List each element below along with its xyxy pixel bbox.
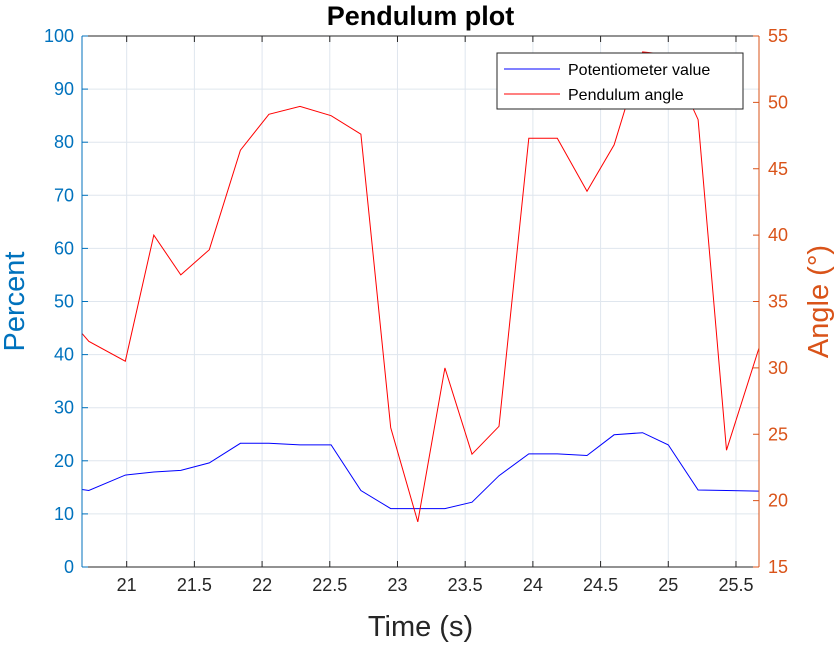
y-left-tick-label: 30 — [54, 398, 74, 418]
y-right-tick-label: 20 — [768, 491, 788, 511]
x-tick-label: 22 — [252, 575, 272, 595]
grid-lines — [82, 35, 759, 568]
legend-label-pendulum-angle: Pendulum angle — [568, 87, 684, 104]
y-left-tick-label: 0 — [64, 557, 74, 577]
legend: Potentiometer value Pendulum angle — [496, 52, 744, 110]
y-left-tick-label: 20 — [54, 451, 74, 471]
x-tick-label: 23.5 — [448, 575, 483, 595]
y-right-tick-label: 25 — [768, 424, 788, 444]
y-right-tick-label: 15 — [768, 557, 788, 577]
series-layer — [81, 51, 760, 523]
y-left-tick-label: 60 — [54, 238, 74, 258]
y-right-tick-label: 35 — [768, 292, 788, 312]
y-right-tick-label: 50 — [768, 92, 788, 112]
x-tick-label: 25 — [658, 575, 678, 595]
x-axis-label: Time (s) — [368, 611, 473, 643]
axes — [81, 35, 760, 568]
y-right-tick-label: 55 — [768, 26, 788, 46]
y-axis-right-label: Angle (°) — [803, 245, 835, 358]
x-tick-label: 23 — [387, 575, 407, 595]
y-right-tick-label: 30 — [768, 358, 788, 378]
y-left-tick-label: 40 — [54, 345, 74, 365]
legend-box — [496, 52, 744, 110]
tick-labels: 21 21.5 22 22.5 23 23.5 24 24.5 25 25.5 0 10 20 30 40 5… — [44, 26, 788, 595]
chart-title: Pendulum plot — [327, 1, 514, 31]
y-right-tick-label: 40 — [768, 225, 788, 245]
x-tick-label: 24.5 — [583, 575, 618, 595]
y-left-tick-label: 100 — [44, 26, 74, 46]
y-left-tick-label: 70 — [54, 185, 74, 205]
series-line-potentiometer — [81, 432, 760, 510]
legend-label-potentiometer: Potentiometer value — [568, 62, 710, 79]
y-left-tick-label: 90 — [54, 79, 74, 99]
x-tick-label: 24 — [523, 575, 543, 595]
y-right-tick-label: 45 — [768, 159, 788, 179]
series-line-pendulum-angle — [81, 51, 760, 523]
x-tick-label: 21 — [117, 575, 137, 595]
x-tick-label: 21.5 — [177, 575, 212, 595]
y-left-tick-label: 80 — [54, 132, 74, 152]
y-left-tick-label: 50 — [54, 292, 74, 312]
x-tick-label: 25.5 — [718, 575, 753, 595]
y-left-tick-label: 10 — [54, 504, 74, 524]
x-tick-label: 22.5 — [312, 575, 347, 595]
y-axis-left-label: Percent — [0, 252, 31, 352]
